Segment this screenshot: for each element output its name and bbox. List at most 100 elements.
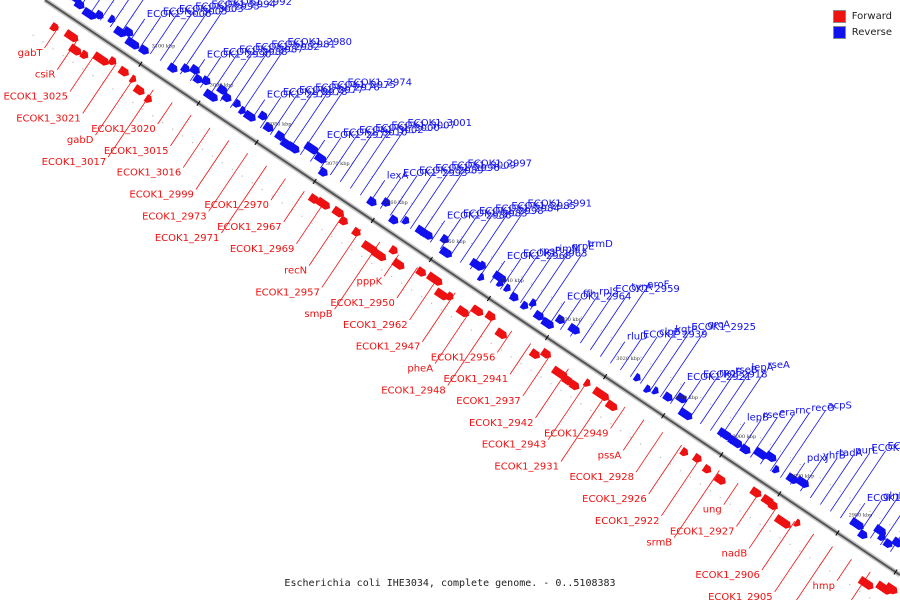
leader-line: [599, 289, 646, 357]
guide-dot: [690, 390, 692, 392]
leader-line: [796, 546, 833, 600]
guide-dot: [471, 242, 473, 245]
forward-gene: [79, 49, 89, 60]
gene-label: nadB: [722, 548, 748, 559]
leader-line: [308, 216, 343, 266]
leader-line: [499, 258, 522, 290]
reverse-gene-shape: [285, 141, 300, 154]
gene-label: ECOK1_3009: [451, 161, 516, 172]
reverse-gene-shape: [192, 73, 203, 84]
forward-gene-shape: [425, 271, 443, 286]
gene-label: tadA: [839, 448, 862, 459]
leader-line: [622, 419, 645, 451]
reverse-gene-shape: [439, 233, 449, 244]
gene-label: pppK: [357, 276, 383, 287]
leader-line: [880, 515, 900, 546]
leader-line: [629, 336, 658, 377]
reverse-gene: [739, 443, 751, 455]
forward-gene: [331, 205, 345, 218]
forward-gene: [484, 310, 496, 321]
gene-label: srmB: [646, 538, 672, 549]
reverse-gene-shape: [124, 36, 140, 50]
forward-gene-shape: [351, 226, 361, 237]
guide-dot: [819, 563, 821, 566]
guide-dot: [371, 176, 373, 178]
leader-line: [79, 0, 86, 8]
guide-dot: [560, 303, 562, 305]
guide-dot: [430, 302, 433, 304]
gene-label: era: [779, 408, 795, 419]
guide-dot: [660, 370, 662, 372]
guide-dot: [779, 537, 781, 539]
leader-line: [720, 369, 766, 438]
gene-label: rplS: [599, 287, 619, 298]
leader-line: [299, 87, 346, 156]
guide-dot: [481, 249, 483, 251]
reverse-gene: [771, 464, 780, 474]
leader-line: [279, 92, 314, 142]
gene-label: ECOK1_2984: [495, 203, 560, 214]
leader-line: [830, 452, 870, 512]
gene-label: ECOK1_3006: [147, 9, 212, 20]
reverse-gene: [107, 14, 116, 24]
forward-gene: [415, 266, 427, 277]
reverse-gene-shape: [508, 291, 519, 302]
reverse-gene-shape: [366, 196, 377, 207]
leader-line: [509, 343, 532, 375]
leader-line: [334, 241, 381, 310]
guide-dot: [600, 416, 602, 418]
guide-dot: [799, 463, 801, 466]
reverse-gene: [121, 25, 134, 37]
forward-gene-shape: [331, 205, 345, 218]
leader-line: [519, 253, 554, 304]
gene-label: smpB: [304, 309, 332, 320]
legend-reverse-label: Reverse: [851, 26, 892, 38]
forward-gene: [433, 287, 449, 301]
gene-label: ECOK1_3020: [91, 124, 156, 135]
leader-line: [221, 165, 267, 234]
leader-line: [389, 175, 418, 216]
genome-backbone: [44, 0, 900, 576]
guide-dot: [889, 524, 891, 526]
guide-dot: [809, 470, 811, 472]
forward-gene: [92, 51, 109, 66]
leader-line: [249, 99, 266, 122]
forward-gene-shape: [494, 327, 507, 340]
forward-gene-shape: [49, 22, 59, 32]
guide-dot: [680, 383, 682, 385]
reverse-gene: [257, 110, 268, 121]
reverse-gene: [662, 391, 673, 402]
leader-line: [579, 293, 614, 344]
guide-dot: [520, 362, 522, 365]
guide-dot: [530, 369, 532, 371]
guide-dot: [391, 189, 393, 191]
leader-line: [589, 291, 630, 351]
leader-line: [107, 89, 154, 158]
leader-line: [195, 140, 230, 190]
guide-dot: [62, 54, 64, 57]
gene-label: ECOK1_2948: [381, 385, 446, 396]
gene-label: ECOK1_2900: [871, 443, 900, 454]
reverse-gene: [642, 384, 651, 393]
leader-line: [396, 267, 418, 299]
leader-line: [119, 0, 144, 34]
gene-label: rluD: [627, 332, 648, 343]
guide-dot: [530, 283, 533, 285]
reverse-gene: [192, 73, 203, 84]
leader-line: [840, 450, 886, 519]
reverse-gene-shape: [121, 25, 134, 37]
guide-dot: [221, 162, 224, 164]
guide-dot: [839, 577, 841, 579]
leader-line: [619, 339, 642, 371]
leader-line: [680, 379, 702, 411]
forward-gene: [425, 271, 443, 286]
tick-label: 3010 kbp: [674, 395, 698, 401]
forward-gene: [351, 226, 361, 237]
guide-dot: [670, 376, 672, 379]
gene-label: ECOK1_2921: [687, 372, 752, 383]
leader-line: [82, 64, 116, 114]
reverse-gene-shape: [795, 475, 809, 489]
leader-line: [800, 460, 822, 492]
guide-dot: [659, 456, 662, 458]
gene-label: ECOK1_2949: [544, 429, 609, 440]
